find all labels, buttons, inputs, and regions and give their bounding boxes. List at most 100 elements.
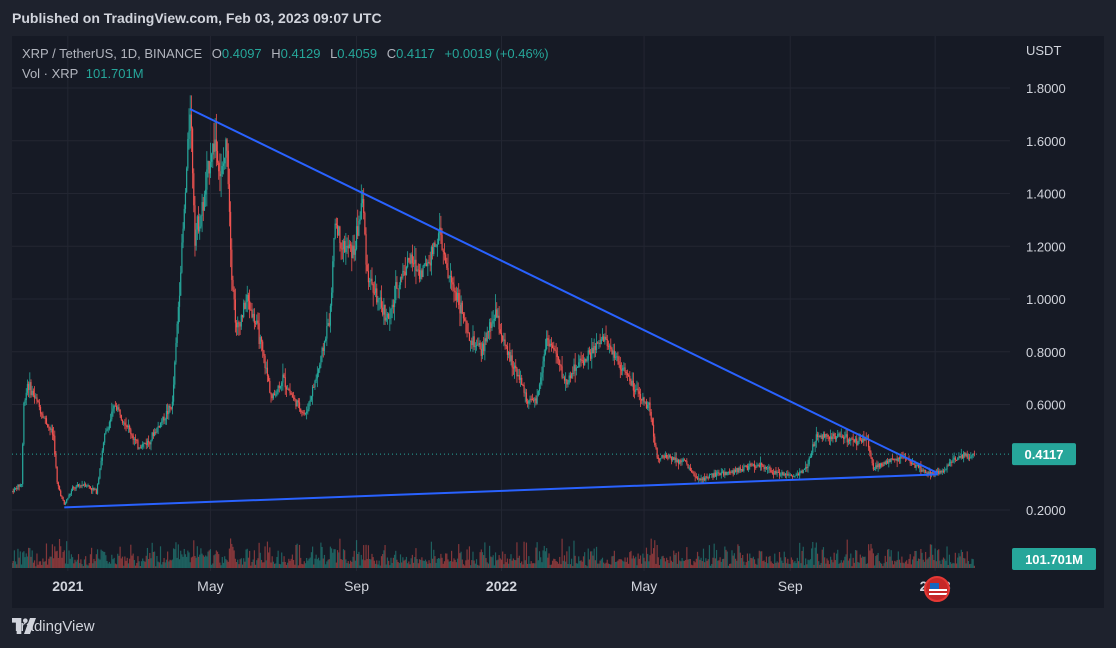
volume-bar	[174, 549, 176, 568]
volume-bar	[827, 560, 829, 568]
volume-bar	[663, 558, 665, 568]
us-flag-icon[interactable]	[924, 576, 950, 602]
candle-body	[88, 485, 90, 487]
volume-bar	[749, 553, 751, 568]
volume-bar	[865, 563, 867, 568]
volume-bar	[574, 555, 576, 568]
volume-bar	[636, 565, 638, 568]
candle-body	[340, 243, 342, 249]
volume-bar	[933, 560, 935, 568]
tradingview-footer[interactable]: TradingView	[12, 618, 95, 635]
volume-bar	[963, 557, 965, 568]
candle-body	[616, 356, 618, 358]
symbol-title[interactable]: XRP / TetherUS, 1D, BINANCE	[22, 46, 203, 61]
volume-bar	[906, 560, 908, 568]
volume-bar	[300, 557, 302, 568]
volume-bar	[134, 565, 137, 568]
volume-bar	[529, 563, 531, 568]
volume-label[interactable]: Vol · XRP	[22, 66, 79, 81]
candle-body	[518, 374, 520, 380]
candle-body	[426, 263, 428, 267]
volume-bar	[270, 562, 272, 568]
candle-body	[484, 338, 486, 352]
candle-body	[477, 344, 479, 346]
volume-bar	[485, 558, 487, 568]
price-chart[interactable]: 1.80001.60001.40001.20001.00000.80000.60…	[12, 36, 1104, 608]
volume-bar	[778, 551, 781, 568]
candle-body	[446, 263, 448, 268]
candle-body	[862, 438, 864, 443]
candle-body	[758, 464, 760, 468]
volume-bar	[951, 563, 953, 568]
volume-bar	[964, 558, 966, 568]
candle-body	[429, 262, 431, 266]
volume-bar	[953, 563, 955, 568]
volume-bar	[257, 558, 259, 568]
candle-body	[667, 457, 669, 459]
volume-bar	[875, 556, 877, 568]
volume-bar	[516, 542, 518, 568]
volume-bar	[417, 563, 419, 568]
candle-body	[95, 489, 97, 494]
volume-bar	[629, 552, 631, 568]
candle-body	[921, 469, 923, 472]
volume-bar	[721, 559, 724, 568]
candle-body	[688, 467, 690, 469]
candle-body	[826, 434, 828, 435]
volume-bar	[534, 563, 536, 568]
volume-bar	[494, 552, 497, 568]
volume-bar	[744, 565, 746, 568]
candle-body	[567, 382, 569, 385]
volume-bar	[633, 558, 636, 568]
volume-bar	[729, 563, 731, 568]
volume-bar	[572, 566, 574, 568]
candle-body	[102, 442, 105, 451]
volume-bar	[310, 552, 312, 568]
candle-body	[264, 355, 266, 369]
candle-body	[12, 491, 13, 493]
volume-bar	[480, 549, 482, 568]
volume-bar	[258, 542, 260, 568]
candle-body	[628, 375, 630, 376]
candle-body	[913, 463, 915, 465]
symbol-legend: XRP / TetherUS, 1D, BINANCE O0.4097 H0.4…	[22, 46, 549, 86]
volume-bar	[897, 551, 899, 568]
volume-bar	[921, 552, 923, 568]
candle-body	[744, 465, 746, 467]
volume-bar	[321, 546, 323, 568]
candle-body	[48, 426, 50, 428]
volume-bar	[454, 559, 456, 568]
candle-body	[702, 477, 705, 481]
volume-bar	[517, 557, 519, 568]
volume-bar	[645, 547, 648, 568]
volume-bar	[737, 544, 739, 568]
candle-body	[623, 367, 625, 369]
volume-bar	[275, 563, 277, 568]
volume-bar	[528, 556, 530, 568]
volume-badge-label: 101.701M	[1025, 552, 1083, 567]
candle-body	[584, 358, 586, 366]
volume-bar	[474, 563, 476, 568]
volume-bar	[566, 551, 568, 568]
candle-body	[544, 349, 547, 355]
candle-body	[247, 294, 250, 301]
candle-body	[180, 272, 182, 296]
volume-bar	[148, 558, 150, 568]
candle-body	[609, 345, 611, 347]
volume-bar	[805, 558, 807, 568]
volume-bar	[272, 561, 274, 568]
candle-body	[620, 369, 623, 371]
volume-bar	[696, 551, 699, 568]
candle-body	[300, 408, 302, 412]
candle-body	[726, 471, 728, 475]
candle-body	[633, 390, 636, 392]
volume-bar	[609, 563, 611, 568]
chart-panel[interactable]: 1.8000 1.6000 1.4000 1.2000 1.0000 0.8000 0.60…	[12, 36, 1104, 608]
volume-bar	[531, 563, 533, 568]
candle-body	[75, 486, 77, 489]
volume-bar	[765, 556, 768, 568]
candle-body	[740, 469, 743, 471]
volume-bar	[133, 560, 135, 568]
candle-body	[692, 472, 694, 474]
volume-bar	[158, 562, 160, 568]
